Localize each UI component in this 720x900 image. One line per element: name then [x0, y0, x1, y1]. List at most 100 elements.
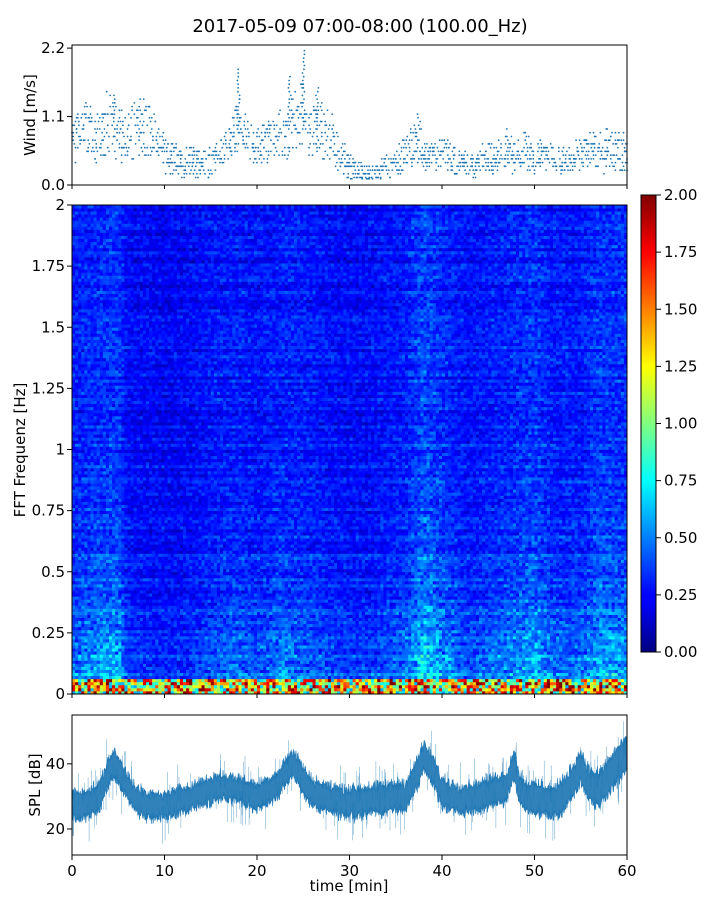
spectrogram-cell	[405, 688, 408, 691]
wind-point	[245, 147, 247, 149]
wind-point	[132, 158, 134, 160]
spectrogram-cell	[78, 651, 81, 654]
spectrogram-cell	[587, 648, 590, 651]
spectrogram-cell	[498, 670, 501, 673]
spectrogram-cell	[541, 679, 544, 682]
spectrogram-cell	[297, 673, 300, 676]
wind-point	[73, 143, 75, 145]
spectrogram-cell	[331, 645, 334, 648]
spectrogram-cell	[343, 682, 346, 685]
spectrogram-cell	[211, 642, 214, 645]
spectrogram-cell	[368, 685, 371, 688]
spectrogram-cell	[242, 688, 245, 691]
spectrogram-cell	[103, 660, 106, 663]
spectrogram-cell	[559, 651, 562, 654]
wind-point	[276, 124, 278, 126]
spectrogram-cell	[97, 688, 100, 691]
spectrogram-cell	[340, 642, 343, 645]
wind-point	[578, 151, 580, 153]
spectrogram-cell	[390, 676, 393, 679]
spectrogram-cell	[87, 633, 90, 636]
spectrogram-cell	[525, 636, 528, 639]
spectrogram-cell	[309, 660, 312, 663]
wind-point	[337, 169, 339, 171]
spectrogram-cell	[239, 645, 242, 648]
spectrogram-cell	[346, 654, 349, 657]
spectrogram-cell	[112, 673, 115, 676]
wind-point	[162, 162, 164, 164]
spectrogram-cell	[430, 639, 433, 642]
spectrogram-cell	[380, 676, 383, 679]
wind-point	[413, 124, 415, 126]
spectrogram-cell	[260, 660, 263, 663]
spectrogram-cell	[491, 657, 494, 660]
wind-point	[289, 76, 291, 78]
spectrogram-cell	[276, 670, 279, 673]
spectrogram-cell	[118, 673, 121, 676]
spectrogram-cell	[605, 657, 608, 660]
spectrogram-cell	[202, 651, 205, 654]
spectrogram-cell	[118, 639, 121, 642]
spectrogram-cell	[575, 654, 578, 657]
wind-point	[235, 106, 237, 108]
spectrogram-cell	[436, 673, 439, 676]
wind-point	[498, 151, 500, 153]
wind-point	[121, 162, 123, 164]
spectrogram-cell	[137, 657, 140, 660]
spectrogram-cell	[84, 663, 87, 666]
wind-point	[506, 128, 508, 130]
spectrogram-cell	[356, 636, 359, 639]
wind-point	[485, 162, 487, 164]
spectrogram-cell	[414, 651, 417, 654]
spectrogram-cell	[575, 663, 578, 666]
spectrogram-cell	[572, 645, 575, 648]
wind-point	[303, 61, 305, 63]
spectrogram-cell	[103, 682, 106, 685]
spectrogram-cell	[430, 682, 433, 685]
wind-point	[167, 143, 169, 145]
wind-point	[122, 124, 124, 126]
spectrogram-cell	[565, 679, 568, 682]
spectrogram-cell	[353, 670, 356, 673]
spectrogram-cell	[445, 660, 448, 663]
spectrogram-cell	[75, 685, 78, 688]
spectrogram-cell	[202, 645, 205, 648]
spectrogram-cell	[260, 642, 263, 645]
wind-point	[484, 154, 486, 156]
wind-point	[239, 117, 241, 119]
spectrogram-cell	[519, 651, 522, 654]
wind-point	[490, 147, 492, 149]
spectrogram-cell	[245, 679, 248, 682]
wind-point	[308, 147, 310, 149]
wind-point	[220, 158, 222, 160]
spectrogram-cell	[242, 685, 245, 688]
spectrogram-cell	[473, 660, 476, 663]
spectrogram-cell	[97, 673, 100, 676]
spectrogram-cell	[414, 648, 417, 651]
spectrogram-cell	[103, 648, 106, 651]
spectrogram-cell	[72, 679, 75, 682]
spectrogram-cell	[161, 642, 164, 645]
spectrogram-cell	[451, 666, 454, 669]
wind-point	[268, 154, 270, 156]
spectrogram-cell	[541, 685, 544, 688]
spectrogram-cell	[152, 676, 155, 679]
wind-point	[329, 158, 331, 160]
spectrogram-cell	[618, 636, 621, 639]
spectrogram-cell	[605, 642, 608, 645]
wind-point	[181, 177, 183, 179]
spectrogram-cell	[528, 639, 531, 642]
spectrogram-cell	[121, 651, 124, 654]
spectrogram-cell	[346, 636, 349, 639]
spectrogram-cell	[180, 645, 183, 648]
spectrogram-cell	[602, 688, 605, 691]
wind-point	[610, 136, 612, 138]
spectrogram-cell	[501, 636, 504, 639]
wind-point	[586, 139, 588, 141]
wind-point	[186, 173, 188, 175]
wind-point	[301, 143, 303, 145]
wind-point	[388, 169, 390, 171]
spectrogram-cell	[562, 645, 565, 648]
spectrogram-cell	[100, 682, 103, 685]
wind-point	[314, 121, 316, 123]
